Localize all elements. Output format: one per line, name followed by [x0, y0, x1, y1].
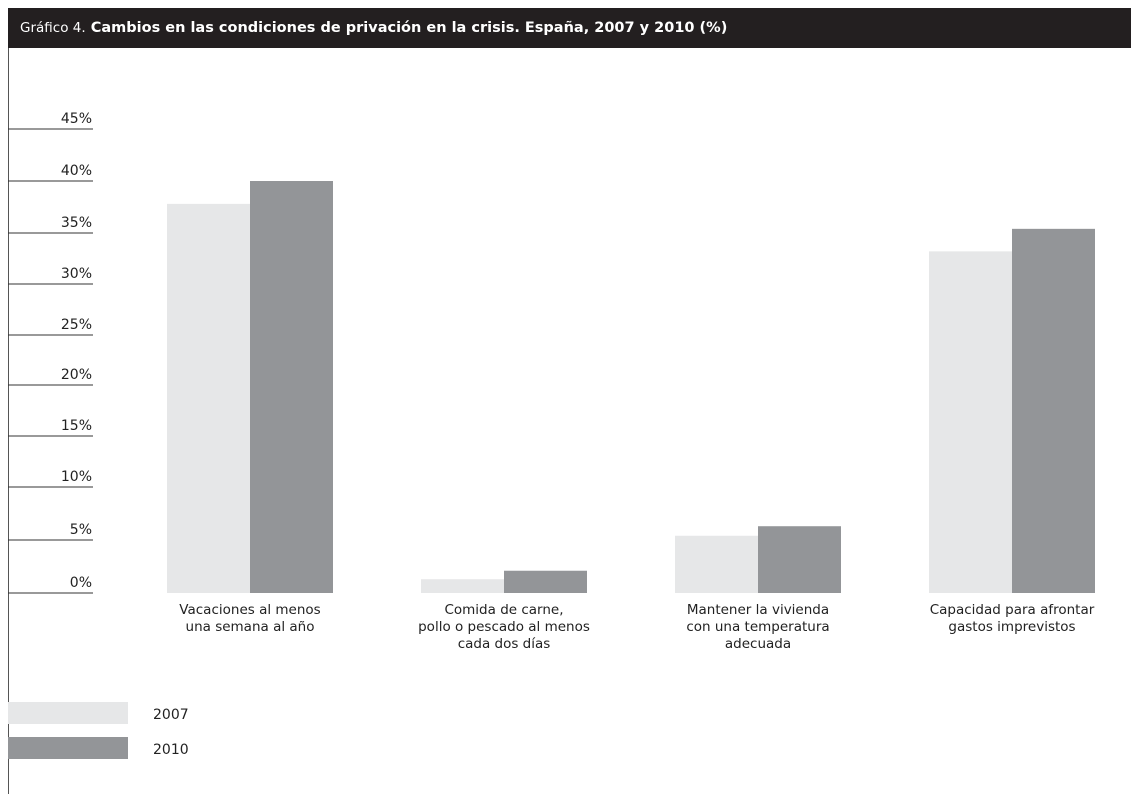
bar-2010-1: [250, 181, 333, 593]
y-tick-label: 0%: [70, 575, 92, 591]
bar-2007-1: [167, 203, 250, 593]
bar-2010-2: [504, 570, 587, 593]
legend-label: 2010: [153, 742, 189, 758]
category-label: gastos imprevistos: [948, 619, 1075, 635]
y-tick-label: 35%: [61, 215, 92, 231]
category-label: cada dos días: [458, 636, 551, 652]
y-tick-label: 5%: [70, 522, 92, 538]
legend-swatch-2010: [8, 737, 128, 759]
chart-title: Gráfico 4. Cambios en las condiciones de…: [20, 8, 727, 48]
category-label: Comida de carne,: [444, 602, 563, 618]
category-label: Mantener la vivienda: [687, 602, 829, 618]
category-label: pollo o pescado al menos: [418, 619, 590, 635]
category-label: adecuada: [725, 636, 791, 652]
bar-2007-3: [675, 535, 758, 593]
y-tick-label: 25%: [61, 317, 92, 333]
category-label: con una temperatura: [686, 619, 829, 635]
chart-number: Gráfico 4.: [20, 20, 86, 36]
y-tick-label: 20%: [61, 367, 92, 383]
category-label: Vacaciones al menos: [179, 602, 320, 618]
y-tick-label: 45%: [61, 111, 92, 127]
bar-2007-4: [929, 251, 1012, 594]
bar-2010-4: [1012, 228, 1095, 593]
legend-swatch-2007: [8, 702, 128, 724]
bar-2007-2: [421, 579, 504, 593]
legend-label: 2007: [153, 707, 189, 723]
y-tick-label: 15%: [61, 418, 92, 434]
y-tick-label: 30%: [61, 266, 92, 282]
y-tick-label: 10%: [61, 469, 92, 485]
chart-title-text: Cambios en las condiciones de privación …: [90, 20, 728, 36]
left-border-line: [8, 48, 9, 794]
chart-header: Gráfico 4. Cambios en las condiciones de…: [8, 8, 1131, 48]
bar-2010-3: [758, 526, 841, 593]
category-label: Capacidad para afrontar: [930, 602, 1095, 618]
y-tick-label: 40%: [61, 163, 92, 179]
category-label: una semana al año: [186, 619, 315, 635]
